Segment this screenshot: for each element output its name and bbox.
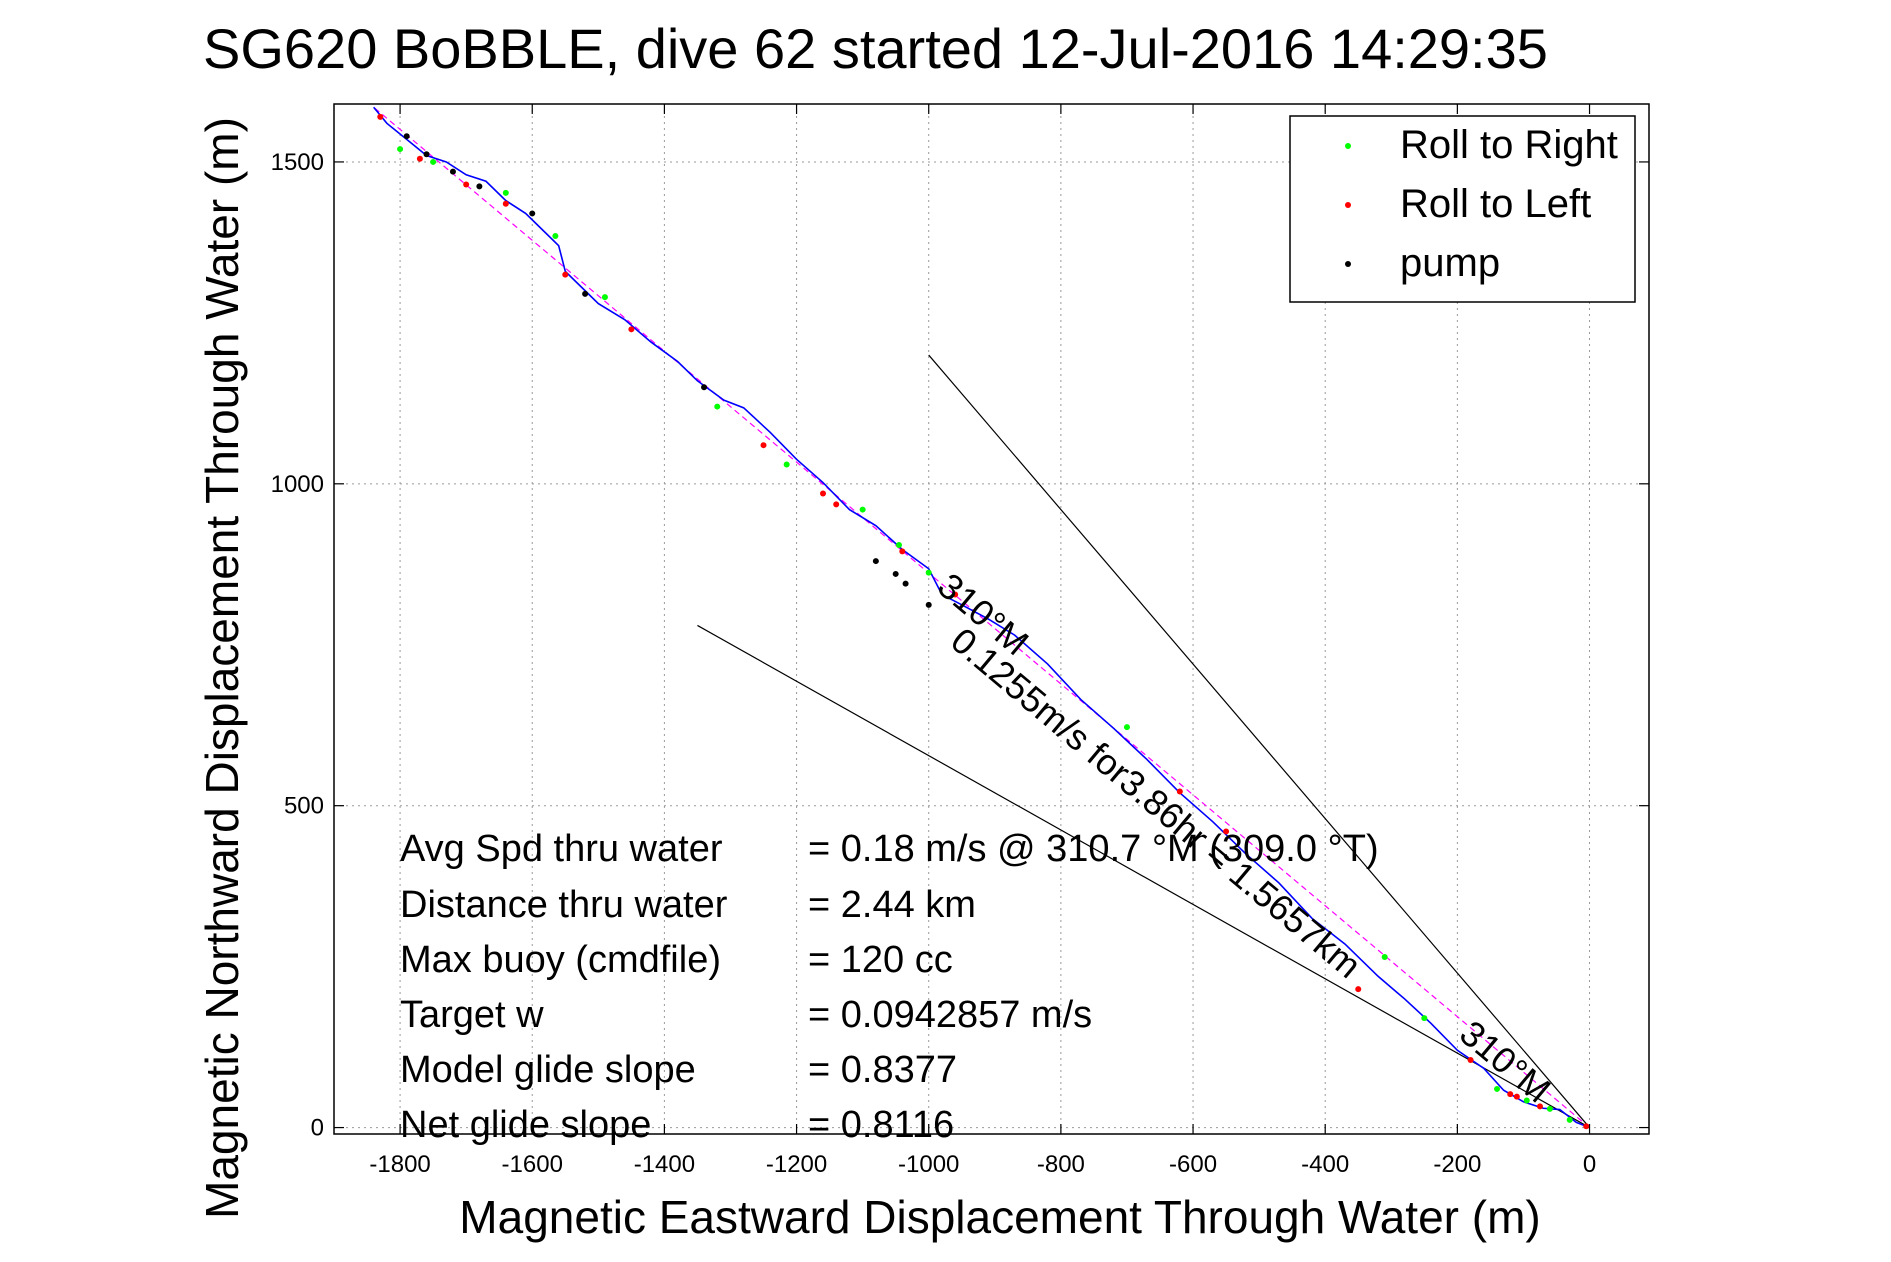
roll-to-right-point (430, 158, 437, 165)
x-axis-label: Magnetic Eastward Displacement Through W… (459, 1191, 1540, 1243)
x-tick-label: -800 (1037, 1151, 1085, 1178)
roll-to-right-point (1566, 1116, 1573, 1123)
legend-label: pump (1400, 241, 1500, 285)
roll-to-right-point (1523, 1097, 1530, 1104)
roll-to-left-point (377, 113, 384, 120)
x-tick-label: -1400 (634, 1151, 695, 1178)
roll-to-left-point (1507, 1091, 1514, 1098)
y-tick-label: 500 (284, 793, 324, 820)
roll-to-right-point (1421, 1015, 1428, 1022)
stat-label: Avg Spd thru water (400, 828, 723, 870)
x-tick-label: -1800 (369, 1151, 430, 1178)
roll-to-right-point (552, 232, 559, 239)
x-tick-label: 0 (1583, 1151, 1596, 1178)
stat-value: = 120 cc (808, 939, 953, 981)
legend-marker (1345, 143, 1351, 149)
x-tick-label: -600 (1169, 1151, 1217, 1178)
stat-label: Model glide slope (400, 1049, 696, 1091)
pump-point (449, 168, 456, 175)
roll-to-right-point (714, 403, 721, 410)
roll-to-left-point (1513, 1093, 1520, 1100)
pump-point (892, 570, 899, 577)
y-tick-label: 1500 (271, 149, 324, 176)
roll-to-left-point (1355, 986, 1362, 993)
pump-point (925, 601, 932, 608)
track-layer (373, 106, 1590, 1129)
roll-to-right-point (783, 461, 790, 468)
plot-frame (333, 103, 1650, 1135)
roll-to-left-point (562, 271, 569, 278)
pump-point (872, 558, 879, 565)
roll-to-left-point (416, 155, 423, 162)
pump-point (476, 183, 483, 190)
stat-value: = 0.18 m/s @ 310.7 °M (309.0 °T) (808, 828, 1379, 870)
marker-layer (377, 113, 1590, 1130)
legend-label: Roll to Left (1400, 182, 1591, 226)
roll-to-right-point (859, 506, 866, 513)
x-tick-label: -1200 (766, 1151, 827, 1178)
roll-to-left-point (819, 490, 826, 497)
track-line (373, 106, 1590, 1129)
y-tick-label: 1000 (271, 471, 324, 498)
pump-point (902, 580, 909, 587)
roll-to-left-point (628, 326, 635, 333)
pump-point (403, 133, 410, 140)
stat-value: = 0.8377 (808, 1049, 957, 1091)
roll-to-right-point (895, 541, 902, 548)
roll-to-left-point (463, 181, 470, 188)
roll-to-right-point (601, 294, 608, 301)
y-axis-label: Magnetic Northward Displacement Through … (196, 117, 248, 1219)
roll-to-left-point (899, 548, 906, 555)
stat-value: = 2.44 km (808, 884, 976, 926)
pump-point (423, 151, 430, 158)
roll-to-right-point (925, 569, 932, 576)
chart-title: SG620 BoBBLE, dive 62 started 12-Jul-201… (203, 17, 1548, 80)
ticks: -1800 -1600 -1400 -1200 -1000 -800 -600 -400 -20… (271, 104, 1649, 1178)
pump-point (582, 290, 589, 297)
roll-to-left-point (502, 200, 509, 207)
x-tick-label: -1000 (898, 1151, 959, 1178)
roll-to-left-point (1223, 828, 1230, 835)
grid (334, 104, 1649, 1134)
legend-marker (1345, 261, 1351, 267)
lower-bound-line (697, 624, 1590, 1129)
y-tick-label: 0 (311, 1115, 324, 1142)
pump-point (529, 210, 536, 217)
roll-to-left-point (1467, 1056, 1474, 1063)
roll-to-right-point (1494, 1085, 1501, 1092)
stat-label: Distance thru water (400, 884, 728, 926)
roll-to-left-point (760, 442, 767, 449)
pump-point (701, 384, 708, 391)
stats-block: Avg Spd thru water = 0.18 m/s @ 310.7 °M … (400, 828, 1379, 1146)
roll-to-left-point (833, 501, 840, 508)
x-tick-label: -200 (1433, 1151, 1481, 1178)
stat-value: = 0.0942857 m/s (808, 994, 1092, 1036)
stat-value: = 0.8116 (808, 1104, 954, 1146)
roll-to-right-point (397, 146, 404, 153)
x-tick-label: -400 (1301, 1151, 1349, 1178)
legend-entries: Roll to Right Roll to Left pump (1345, 123, 1618, 285)
x-tick-label: -1600 (502, 1151, 563, 1178)
roll-to-left-point (1536, 1103, 1543, 1110)
stat-label: Net glide slope (400, 1104, 651, 1146)
roll-to-right-point (1546, 1105, 1553, 1112)
stat-label: Target w (400, 994, 544, 1036)
roll-to-left-point (1176, 788, 1183, 795)
roll-to-right-point (1381, 953, 1388, 960)
upper-bound-line (928, 354, 1590, 1128)
roll-to-right-point (1123, 724, 1130, 731)
roll-to-left-point (1583, 1123, 1590, 1130)
roll-to-right-point (502, 189, 509, 196)
legend-marker (1345, 202, 1351, 208)
legend: Roll to Right Roll to Left pump (1289, 115, 1636, 303)
roll-to-left-point (952, 591, 959, 598)
legend-label: Roll to Right (1400, 123, 1618, 167)
stat-label: Max buoy (cmdfile) (400, 939, 721, 981)
